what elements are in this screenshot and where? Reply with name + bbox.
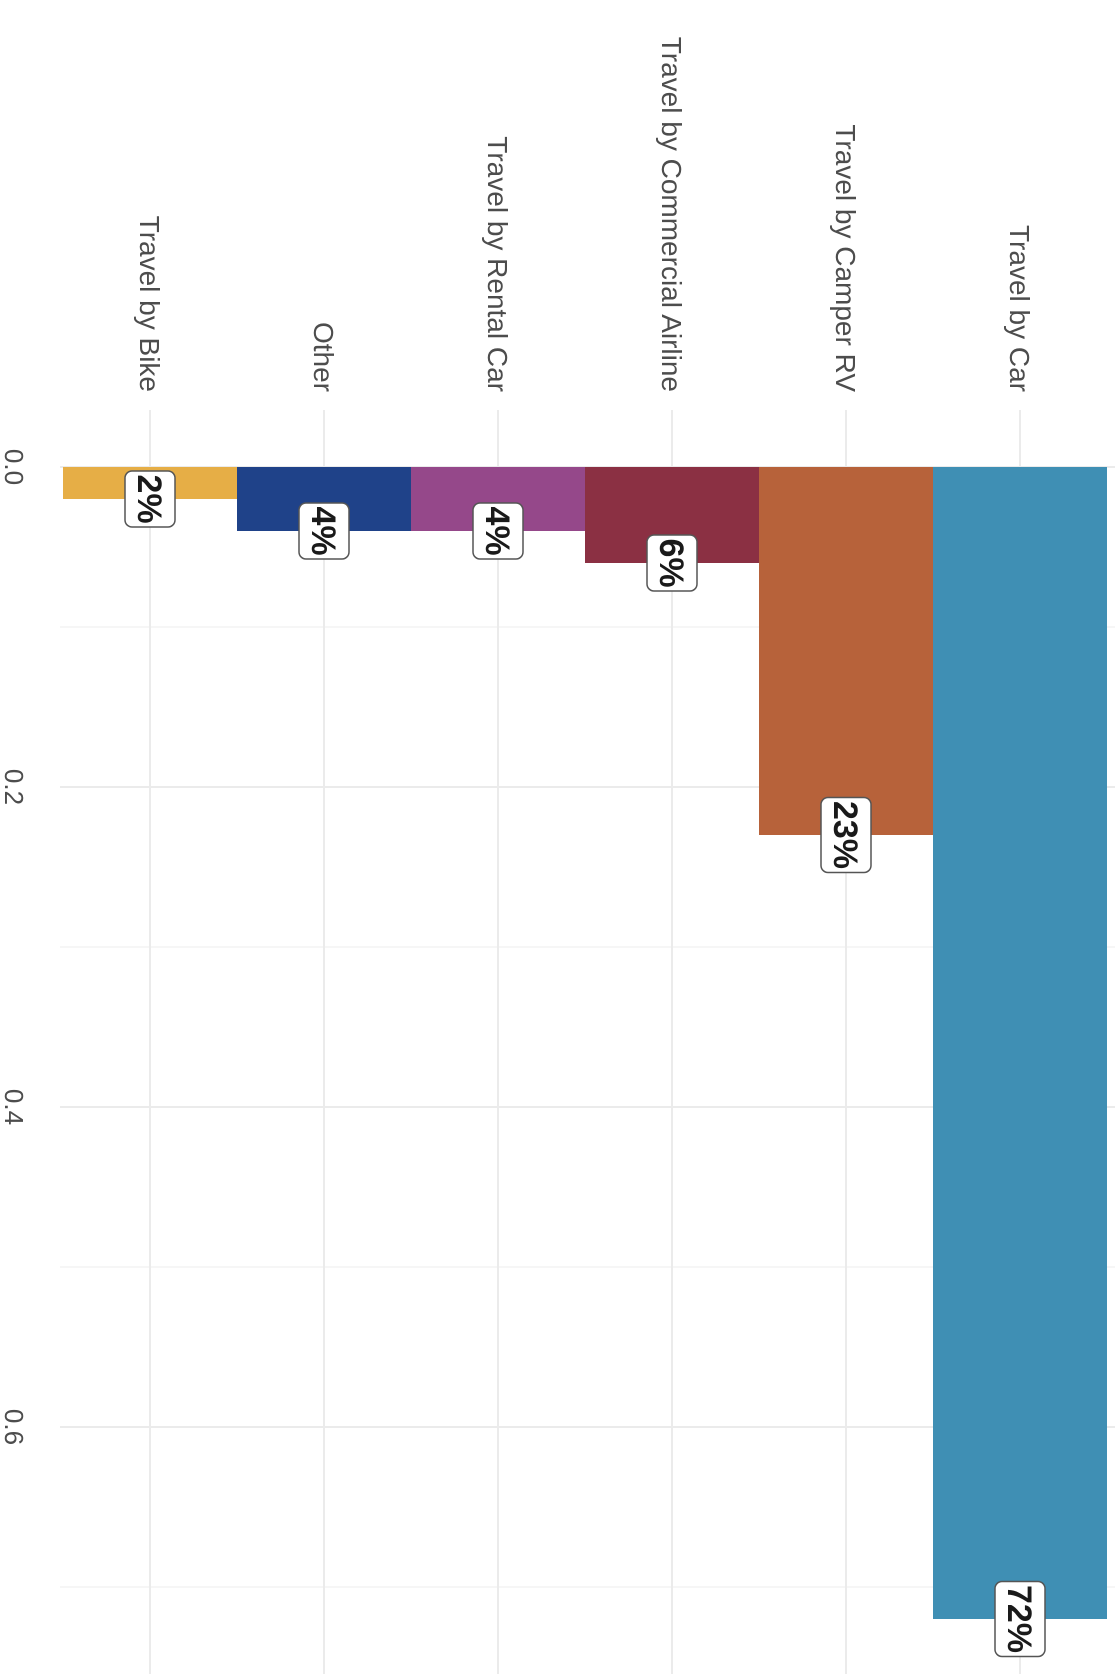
data-label-text: 4% — [304, 506, 342, 555]
bar-travel-by-car — [933, 467, 1107, 1619]
tick-label: 0.4 — [0, 1089, 29, 1125]
data-label: 6% — [646, 534, 698, 592]
data-label-box — [646, 534, 698, 592]
category-label: Travel by Bike — [134, 216, 165, 392]
tick-label: 0.0 — [0, 449, 29, 485]
tick-label: 0.6 — [0, 1409, 29, 1445]
category-label: Travel by Rental Car — [482, 136, 513, 392]
value-axis-ticks: 0.0 0.2 0.4 0.6 — [0, 449, 29, 1445]
category-label: Travel by Commercial Airline — [656, 37, 687, 392]
data-label: 72% — [994, 1580, 1046, 1658]
data-label-text: 6% — [652, 538, 690, 587]
data-label-box — [472, 502, 524, 560]
data-label-text: 72% — [1000, 1585, 1038, 1653]
data-label-text: 4% — [478, 506, 516, 555]
category-labels: Travel by Car Travel by Camper RV Travel b… — [134, 37, 1035, 393]
data-label-text: 2% — [130, 474, 168, 523]
data-labels: 72% 23% 6% 4% 4% 2% — [124, 470, 1046, 1658]
data-label-box — [298, 502, 350, 560]
data-label: 4% — [472, 502, 524, 560]
category-label: Other — [308, 322, 339, 392]
category-label: Travel by Car — [1004, 225, 1035, 392]
data-label-box — [994, 1580, 1046, 1658]
bar-travel-by-camper-rv — [759, 467, 933, 835]
data-label-text: 23% — [826, 801, 864, 869]
bars — [63, 467, 1107, 1619]
data-label: 2% — [124, 470, 176, 528]
data-label: 23% — [820, 796, 872, 874]
data-label: 4% — [298, 502, 350, 560]
category-label: Travel by Camper RV — [830, 124, 861, 392]
data-label-box — [820, 796, 872, 874]
tick-label: 0.2 — [0, 769, 29, 805]
data-label-box — [124, 470, 176, 528]
